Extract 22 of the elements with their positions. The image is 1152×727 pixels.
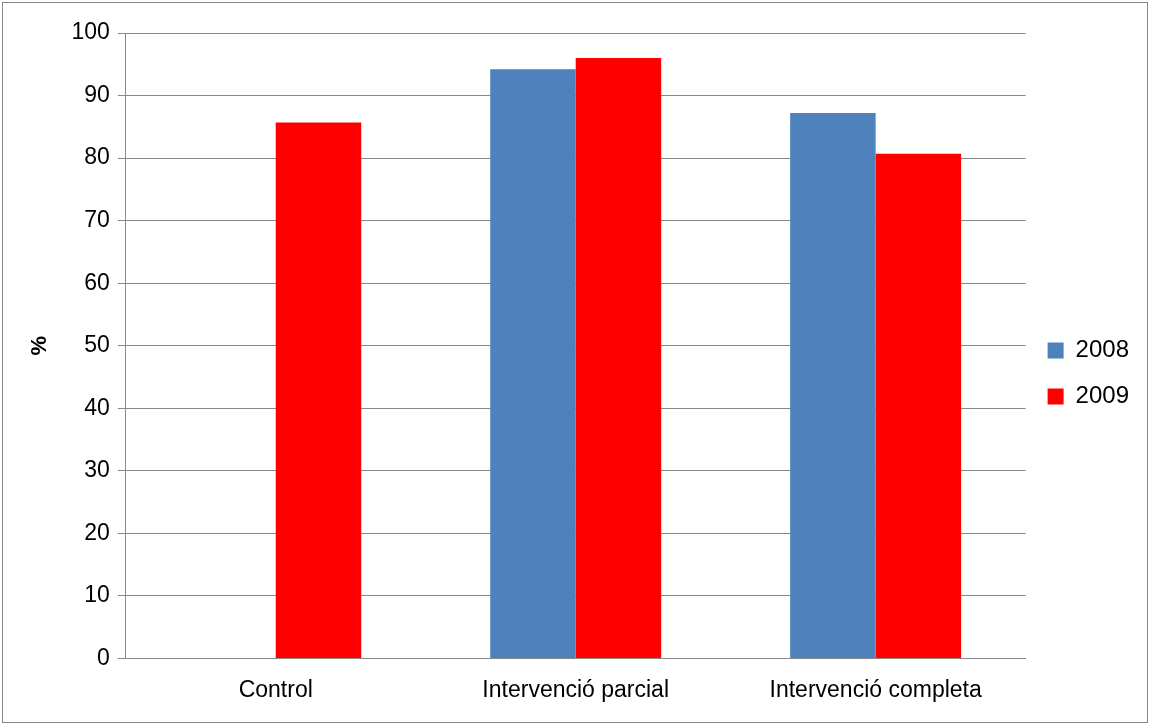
y-tick-label: 20 [84,518,110,545]
y-tick-label: 40 [84,393,110,420]
y-tick-label: 80 [84,143,110,170]
y-tick-label: 10 [84,581,110,608]
bar [790,113,876,658]
x-tick-label: Control [238,675,313,702]
bar [875,153,962,658]
bar [275,122,362,658]
y-tick-label: 60 [84,268,110,295]
legend-label: 2008 [1075,335,1129,363]
bar [490,69,576,658]
y-tick-label: 70 [84,205,110,232]
x-tick-label: Intervenció parcial [482,675,670,702]
y-tick-label: 50 [84,331,110,358]
x-tick-label: Intervenció completa [769,675,982,702]
y-axis-title: % [26,335,52,356]
y-tick-label: 90 [84,80,110,107]
legend-label: 2009 [1075,381,1129,409]
y-tick-label: 100 [71,18,110,45]
bar [575,58,662,658]
y-tick-label: 0 [96,643,110,670]
y-tick-label: 30 [84,456,110,483]
